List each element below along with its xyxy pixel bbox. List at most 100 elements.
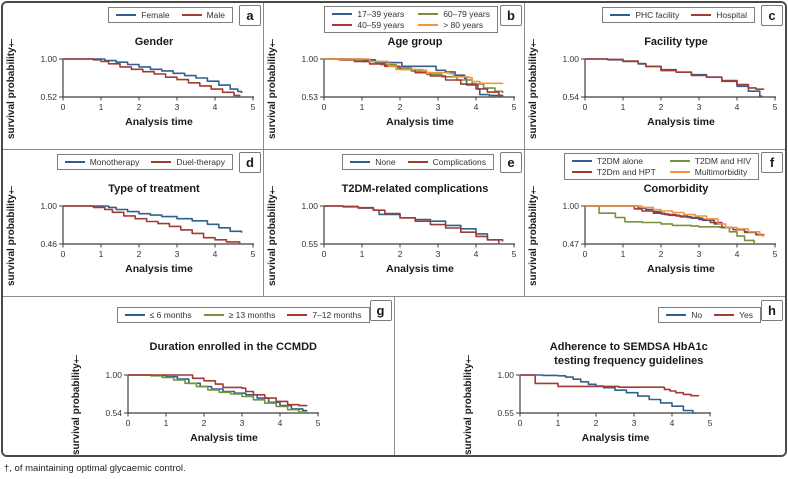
legend-line-swatch — [571, 170, 592, 174]
x-tick-label: 3 — [697, 249, 702, 259]
km-plot: 1.00 0.47 0 1 2 3 4 5 — [562, 202, 778, 259]
legend-line-swatch — [116, 13, 137, 17]
y-axis-label: survival probability† — [71, 352, 82, 455]
legend-entry: Monotherapy — [64, 157, 139, 167]
legend: Monotherapy Duel-therapy — [56, 154, 233, 170]
x-axis-label: Analysis time — [386, 116, 454, 128]
y-tick-label: 0.52 — [40, 92, 57, 102]
legend: T2DM alone T2DM and HIV T2Dm and HPT Multim… — [563, 153, 759, 180]
x-tick-label: 2 — [137, 249, 142, 259]
x-axis-label: Analysis time — [125, 116, 193, 128]
plot-axes — [518, 375, 711, 414]
y-tick-label: 1.00 — [301, 55, 318, 64]
legend-label: 17–39 years — [357, 9, 405, 19]
y-axis-label: survival probability† — [267, 36, 278, 139]
legend-entry: No — [666, 310, 702, 320]
x-axis-label: Analysis time — [125, 263, 193, 275]
y-tick-label: 1.00 — [562, 55, 579, 64]
panel-letter: a — [239, 5, 261, 26]
legend-entry: Multimorbidity — [669, 167, 751, 177]
x-tick-label: 5 — [316, 418, 321, 428]
legend-label: 7–12 months — [312, 310, 362, 320]
legend-entry: T2DM alone — [571, 156, 656, 166]
x-axis-label: Analysis time — [581, 432, 650, 444]
x-tick-label: 0 — [322, 102, 327, 112]
legend-label: Complications — [432, 157, 486, 167]
legend-entry: ≥ 13 months — [203, 310, 276, 320]
y-tick-label: 0.55 — [497, 408, 514, 418]
km-curve — [324, 58, 502, 97]
legend-label: Multimorbidity — [694, 167, 748, 177]
panel-gender: a Female Male Gender survival probability… — [3, 3, 264, 150]
x-tick-label: 4 — [474, 249, 479, 259]
x-tick-label: 5 — [512, 249, 517, 259]
x-tick-label: 5 — [773, 249, 778, 259]
km-plot: 1.000.550 1 2 3 4 5 — [301, 202, 517, 259]
legend-entry: Yes — [714, 310, 753, 320]
panel-ccmdd-duration: g ≤ 6 months ≥ 13 months 7–12 months Durat… — [3, 297, 395, 455]
y-axis-label: survival probability† — [528, 183, 539, 286]
x-tick-label: 1 — [164, 418, 169, 428]
legend-line-swatch — [181, 13, 202, 17]
legend: ≤ 6 months ≥ 13 months 7–12 months — [116, 307, 370, 323]
legend-entry: 40–59 years — [332, 20, 404, 30]
panel-title: Gender — [134, 36, 174, 48]
legend-entry: Hospital — [691, 10, 747, 20]
panel-hba1c-adherence: h No Yes Adherence to SEMDSA HbA1c testin… — [394, 297, 785, 455]
y-axis-label: survival probability† — [267, 183, 278, 286]
km-curve — [128, 374, 308, 407]
km-curve — [63, 205, 243, 233]
km-plot: 1.000.550 1 2 3 4 5 — [497, 371, 712, 428]
x-tick-label: 1 — [99, 102, 104, 112]
x-tick-label: 0 — [61, 249, 66, 259]
panel-treatment-type: d Monotherapy Duel-therapy Type of treatm… — [3, 150, 264, 297]
x-tick-label: 2 — [398, 249, 403, 259]
panel-comorbidity: f T2DM alone T2DM and HIV T2Dm and HPT Mult… — [525, 150, 785, 297]
x-tick-label: 4 — [213, 102, 218, 112]
panel-title: Adherence to SEMDSA HbA1c testing freque… — [549, 341, 708, 367]
panel-age-group: b 17–39 years 60–79 years 40–59 years > 80 … — [264, 3, 525, 150]
x-tick-label: 4 — [735, 102, 740, 112]
panel-facility-type: c PHC facility Hospital Facility type sur… — [525, 3, 785, 150]
x-tick-label: 1 — [360, 249, 365, 259]
legend: None Complications — [342, 154, 494, 170]
x-axis-label: Analysis time — [190, 432, 258, 444]
legend-label: None — [375, 157, 396, 167]
km-curve — [128, 374, 308, 413]
legend-line-swatch — [332, 23, 353, 27]
x-tick-label: 5 — [512, 102, 517, 112]
legend-label: Female — [141, 10, 170, 20]
legend-entry: Female — [116, 10, 170, 20]
x-tick-label: 0 — [322, 249, 327, 259]
x-tick-label: 2 — [137, 102, 142, 112]
km-curve — [585, 58, 763, 97]
x-tick-label: 5 — [773, 102, 778, 112]
panel-title: Age group — [387, 36, 443, 48]
legend: PHC facility Hospital — [602, 7, 755, 23]
legend-entry: Complications — [407, 157, 486, 167]
x-axis-label: Analysis time — [647, 116, 715, 128]
x-tick-label: 4 — [474, 102, 479, 112]
legend-line-swatch — [666, 313, 687, 317]
plot-axes — [323, 206, 515, 245]
panel-letter: h — [761, 300, 783, 321]
x-axis-label: Analysis time — [386, 263, 454, 275]
x-tick-label: 3 — [436, 249, 441, 259]
legend-label: Duel-therapy — [176, 157, 225, 167]
legend-line-swatch — [203, 313, 224, 317]
y-tick-label: 1.00 — [497, 371, 514, 380]
legend-line-swatch — [64, 160, 85, 164]
x-tick-label: 3 — [436, 102, 441, 112]
plot-axes — [62, 206, 254, 245]
legend-line-swatch — [124, 313, 145, 317]
x-tick-label: 5 — [251, 102, 256, 112]
legend-line-swatch — [287, 313, 308, 317]
legend-label: ≥ 13 months — [228, 310, 276, 320]
x-tick-label: 0 — [583, 249, 588, 259]
legend-label: T2DM alone — [596, 156, 644, 166]
figure-row-2: d Monotherapy Duel-therapy Type of treatm… — [3, 150, 785, 297]
legend-label: Yes — [739, 310, 753, 320]
y-tick-label: 0.55 — [301, 239, 318, 249]
x-tick-label: 4 — [735, 249, 740, 259]
